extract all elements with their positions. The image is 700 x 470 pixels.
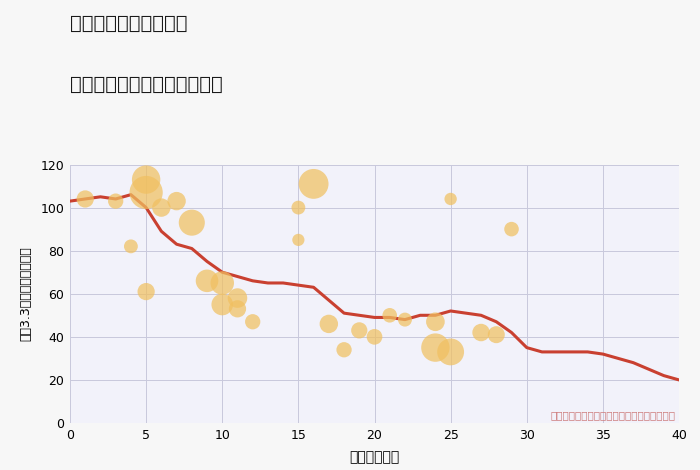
Point <box>430 318 441 326</box>
Point <box>247 318 258 326</box>
Point <box>217 279 228 287</box>
Point <box>156 204 167 212</box>
Point <box>339 346 350 353</box>
Point <box>141 176 152 183</box>
Point <box>384 312 395 319</box>
Point <box>293 236 304 243</box>
Point <box>293 204 304 212</box>
Point <box>445 195 456 203</box>
Point <box>323 320 335 328</box>
Point <box>399 316 410 323</box>
Point <box>308 180 319 188</box>
Text: 円の大きさは、取引のあった物件面積を示す: 円の大きさは、取引のあった物件面積を示す <box>551 410 676 420</box>
Point <box>369 333 380 341</box>
Point <box>171 197 182 205</box>
Point <box>232 305 243 313</box>
Point <box>506 226 517 233</box>
Point <box>186 219 197 227</box>
Text: 築年数別中古マンション価格: 築年数別中古マンション価格 <box>70 75 223 94</box>
Point <box>232 294 243 302</box>
Point <box>80 195 91 203</box>
Y-axis label: 坪（3.3㎡）単価（万円）: 坪（3.3㎡）単価（万円） <box>19 246 32 341</box>
Point <box>475 329 486 337</box>
Point <box>491 331 502 338</box>
Point <box>430 344 441 352</box>
X-axis label: 築年数（年）: 築年数（年） <box>349 450 400 464</box>
Point <box>141 189 152 196</box>
Point <box>141 288 152 295</box>
Point <box>110 197 121 205</box>
Point <box>217 301 228 308</box>
Point <box>445 348 456 356</box>
Point <box>354 327 365 334</box>
Point <box>202 277 213 284</box>
Point <box>125 243 136 250</box>
Text: 三重県四日市市広永町: 三重県四日市市広永町 <box>70 14 188 33</box>
